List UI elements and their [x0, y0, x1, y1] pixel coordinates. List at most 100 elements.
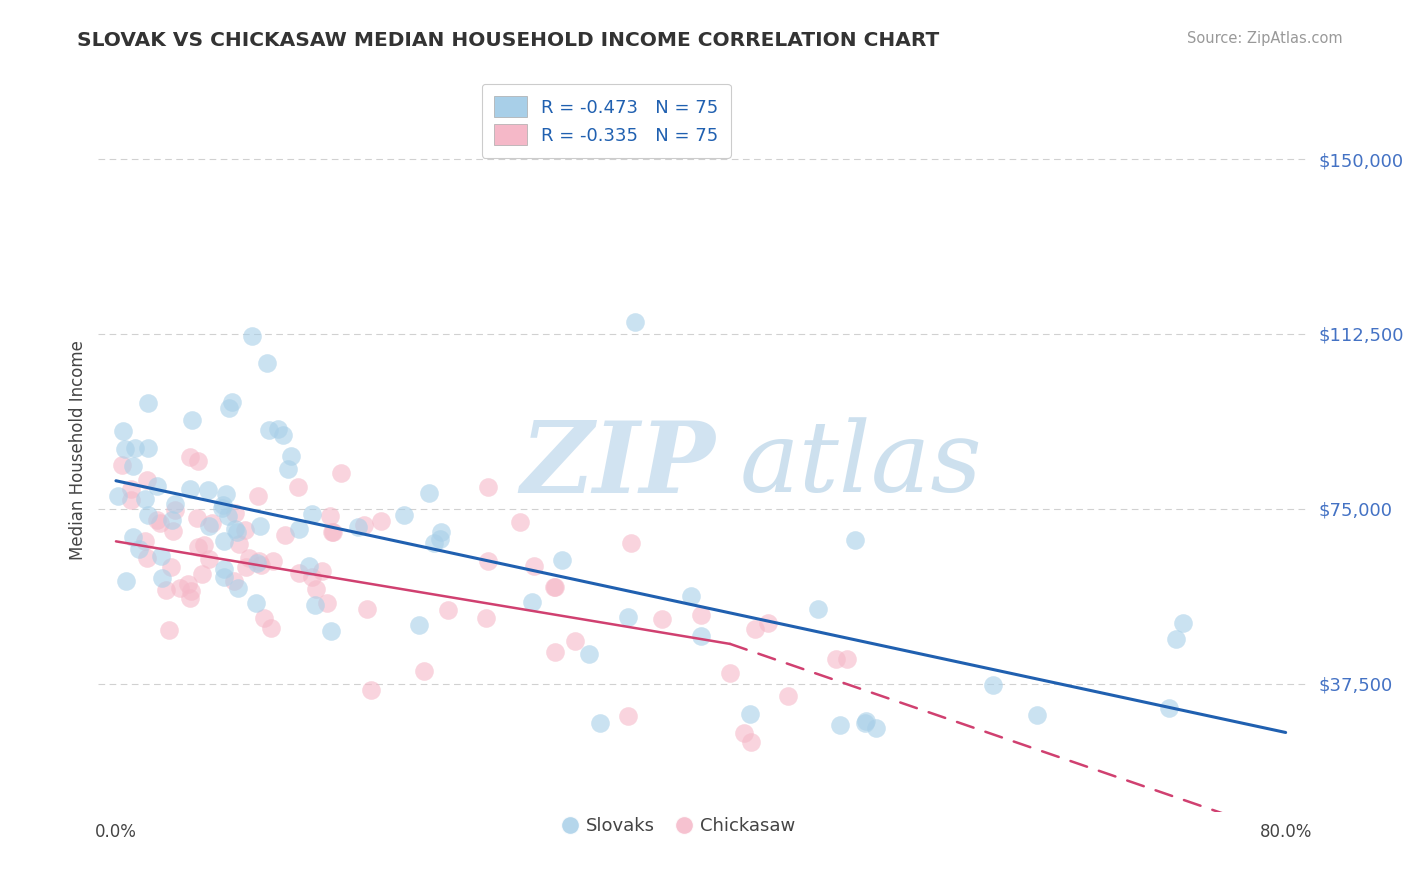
Text: atlas: atlas — [740, 417, 981, 513]
Point — [180, 583, 202, 598]
Point — [228, 537, 250, 551]
Point — [124, 442, 146, 456]
Point — [744, 622, 766, 636]
Point — [218, 401, 240, 415]
Point — [215, 486, 238, 500]
Point — [245, 556, 267, 570]
Point — [246, 489, 269, 503]
Point — [155, 582, 177, 597]
Point — [169, 582, 191, 596]
Point — [430, 524, 453, 539]
Point — [807, 602, 830, 616]
Point — [163, 496, 186, 510]
Point — [274, 528, 297, 542]
Point — [347, 520, 370, 534]
Point — [437, 603, 460, 617]
Point — [179, 482, 201, 496]
Point — [392, 508, 415, 523]
Point — [262, 554, 284, 568]
Point — [256, 356, 278, 370]
Point — [128, 541, 150, 556]
Point — [217, 508, 239, 523]
Point — [249, 519, 271, 533]
Point — [865, 721, 887, 735]
Point — [321, 524, 343, 539]
Point — [356, 601, 378, 615]
Point — [689, 607, 711, 622]
Point — [689, 629, 711, 643]
Y-axis label: Median Household Income: Median Household Income — [69, 341, 87, 560]
Point — [370, 514, 392, 528]
Point — [620, 536, 643, 550]
Point — [474, 611, 496, 625]
Point — [280, 449, 302, 463]
Point — [287, 480, 309, 494]
Point — [311, 564, 333, 578]
Point — [315, 596, 337, 610]
Point — [212, 498, 235, 512]
Point — [150, 571, 173, 585]
Point — [589, 715, 612, 730]
Point — [360, 683, 382, 698]
Point — [776, 689, 799, 703]
Point — [543, 580, 565, 594]
Point — [146, 513, 169, 527]
Point — [740, 735, 762, 749]
Point — [844, 533, 866, 547]
Point — [187, 454, 209, 468]
Point — [981, 678, 1004, 692]
Point — [121, 493, 143, 508]
Point — [212, 562, 235, 576]
Point — [408, 617, 430, 632]
Point — [214, 533, 236, 548]
Point — [319, 508, 342, 523]
Point — [226, 524, 249, 539]
Point — [733, 726, 755, 740]
Point — [201, 516, 224, 530]
Point — [136, 508, 159, 523]
Point — [214, 570, 236, 584]
Point — [429, 533, 451, 547]
Point — [855, 714, 877, 729]
Point — [305, 582, 328, 596]
Point — [198, 551, 221, 566]
Point — [825, 652, 848, 666]
Point — [146, 479, 169, 493]
Point — [835, 652, 858, 666]
Point — [616, 610, 638, 624]
Point — [242, 328, 264, 343]
Point — [163, 503, 186, 517]
Point — [853, 716, 876, 731]
Point — [551, 553, 574, 567]
Point — [222, 574, 245, 589]
Point — [681, 589, 703, 603]
Point — [304, 598, 326, 612]
Point — [193, 537, 215, 551]
Point — [1157, 701, 1180, 715]
Point — [267, 422, 290, 436]
Point — [413, 664, 436, 678]
Point — [273, 428, 295, 442]
Text: ZIP: ZIP — [520, 417, 716, 513]
Point — [149, 549, 172, 564]
Point — [149, 516, 172, 530]
Point — [120, 483, 142, 497]
Point — [277, 462, 299, 476]
Point — [186, 511, 208, 525]
Point — [477, 554, 499, 568]
Point — [115, 574, 138, 588]
Point — [247, 554, 270, 568]
Point — [1164, 632, 1187, 647]
Point — [624, 315, 647, 329]
Point — [257, 423, 280, 437]
Point — [135, 473, 157, 487]
Point — [578, 647, 600, 661]
Point — [136, 396, 159, 410]
Point — [544, 580, 567, 594]
Point — [1026, 708, 1049, 723]
Text: Source: ZipAtlas.com: Source: ZipAtlas.com — [1187, 31, 1343, 46]
Point — [134, 534, 156, 549]
Point — [233, 523, 256, 537]
Point — [224, 522, 246, 536]
Point — [301, 507, 323, 521]
